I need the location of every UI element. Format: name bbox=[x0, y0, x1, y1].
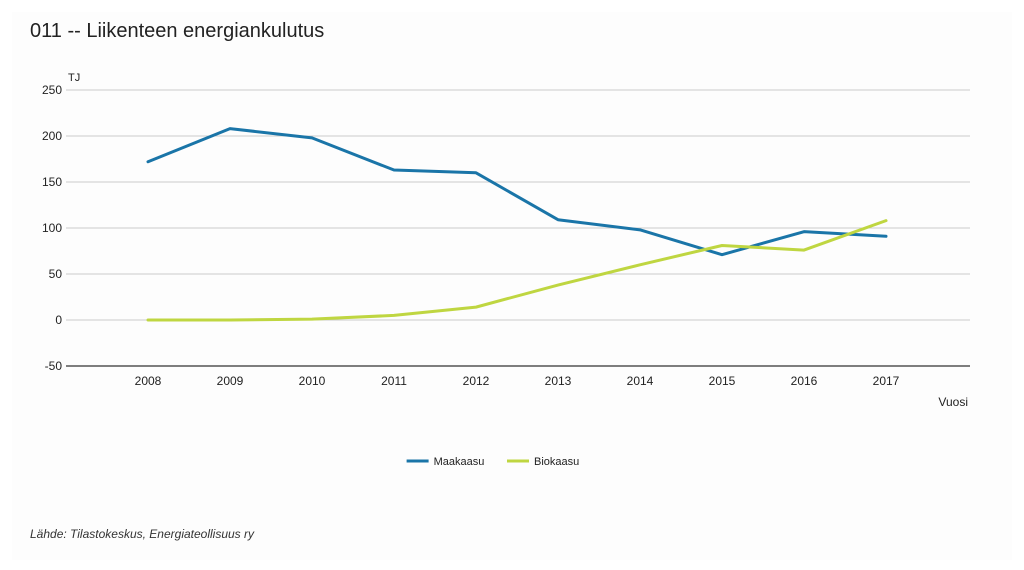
source-note: Lähde: Tilastokeskus, Energiateollisuus … bbox=[30, 527, 255, 541]
y-tick-label: -50 bbox=[45, 359, 63, 373]
x-tick-label: 2016 bbox=[791, 374, 818, 388]
y-axis-unit: TJ bbox=[68, 72, 80, 84]
legend-label: Biokaasu bbox=[534, 456, 579, 468]
legend-item-maakaasu[interactable]: Maakaasu bbox=[406, 456, 485, 468]
series-line-biokaasu bbox=[146, 219, 888, 322]
series-line-maakaasu bbox=[146, 127, 888, 257]
x-tick-label: 2013 bbox=[545, 374, 572, 388]
gridlines bbox=[66, 89, 970, 367]
legend-item-biokaasu[interactable]: Biokaasu bbox=[507, 456, 579, 468]
y-tick-label: 200 bbox=[42, 129, 62, 143]
x-tick-label: 2009 bbox=[217, 374, 244, 388]
y-axis-ticks: 250 200 150 100 50 0 -50 bbox=[42, 83, 62, 373]
x-axis-ticks: 2008 2009 2010 2011 2012 2013 2014 2015 2016 2017 bbox=[135, 374, 900, 388]
x-tick-label: 2008 bbox=[135, 374, 162, 388]
chart-title: 011 -- Liikenteen energiankulutus bbox=[30, 20, 325, 42]
x-tick-label: 2011 bbox=[381, 374, 407, 388]
x-tick-label: 2010 bbox=[299, 374, 326, 388]
y-tick-label: 0 bbox=[55, 313, 62, 327]
legend-label: Maakaasu bbox=[434, 456, 485, 468]
x-tick-label: 2014 bbox=[627, 374, 654, 388]
x-axis-label: Vuosi bbox=[938, 395, 968, 409]
y-tick-label: 100 bbox=[42, 221, 62, 235]
chart-panel bbox=[12, 12, 1012, 560]
series-lines bbox=[146, 127, 888, 322]
y-tick-label: 150 bbox=[42, 175, 62, 189]
legend[interactable]: Maakaasu Biokaasu bbox=[406, 456, 580, 468]
x-tick-label: 2017 bbox=[873, 374, 900, 388]
y-tick-label: 250 bbox=[42, 83, 62, 97]
x-tick-label: 2015 bbox=[709, 374, 736, 388]
x-tick-label: 2012 bbox=[463, 374, 490, 388]
y-tick-label: 50 bbox=[49, 267, 63, 281]
